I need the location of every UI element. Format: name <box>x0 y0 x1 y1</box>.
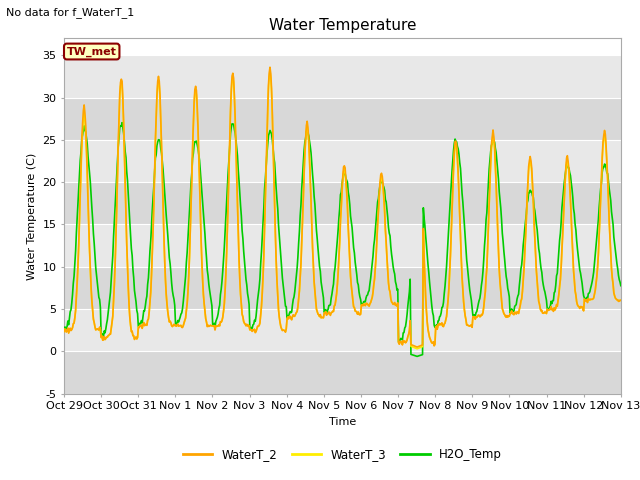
H2O_Temp <box>70 273 78 279</box>
WaterT_2 <box>428 340 436 346</box>
H2O_Temp <box>60 328 68 334</box>
Bar <box>64 55 621 97</box>
WaterT_2 <box>266 64 274 70</box>
Bar <box>64 351 621 394</box>
WaterT_2 <box>70 320 78 326</box>
Bar <box>64 97 621 140</box>
Legend: WaterT_2, WaterT_3, H2O_Temp: WaterT_2, WaterT_3, H2O_Temp <box>178 444 507 466</box>
Line: WaterT_2: WaterT_2 <box>64 67 621 347</box>
WaterT_3 <box>70 320 78 326</box>
WaterT_3 <box>428 340 436 346</box>
Bar <box>64 267 621 309</box>
WaterT_3 <box>411 345 419 351</box>
Line: H2O_Temp: H2O_Temp <box>64 123 621 356</box>
Bar <box>64 182 621 225</box>
H2O_Temp <box>411 353 419 359</box>
Bar <box>64 225 621 267</box>
Title: Water Temperature: Water Temperature <box>269 18 416 33</box>
WaterT_2 <box>617 298 625 303</box>
H2O_Temp <box>128 252 136 258</box>
WaterT_2 <box>60 329 68 335</box>
WaterT_2 <box>214 324 221 329</box>
WaterT_2 <box>127 329 135 335</box>
WaterT_2 <box>184 289 192 295</box>
WaterT_3 <box>413 346 421 352</box>
Bar <box>64 140 621 182</box>
Bar <box>64 309 621 351</box>
WaterT_3 <box>214 324 221 329</box>
WaterT_3 <box>184 290 192 296</box>
WaterT_3 <box>60 328 68 334</box>
Line: WaterT_3: WaterT_3 <box>64 72 621 349</box>
WaterT_2 <box>411 343 419 349</box>
Y-axis label: Water Temperature (C): Water Temperature (C) <box>27 152 36 280</box>
H2O_Temp <box>118 120 126 126</box>
H2O_Temp <box>617 283 625 288</box>
Text: No data for f_WaterT_1: No data for f_WaterT_1 <box>6 7 134 18</box>
Text: TW_met: TW_met <box>67 47 116 57</box>
H2O_Temp <box>214 311 222 317</box>
H2O_Temp <box>185 223 193 229</box>
WaterT_3 <box>127 328 135 334</box>
H2O_Temp <box>413 353 421 359</box>
X-axis label: Time: Time <box>329 417 356 427</box>
WaterT_3 <box>617 298 625 303</box>
WaterT_2 <box>413 344 421 350</box>
WaterT_3 <box>266 69 274 74</box>
H2O_Temp <box>428 303 436 309</box>
